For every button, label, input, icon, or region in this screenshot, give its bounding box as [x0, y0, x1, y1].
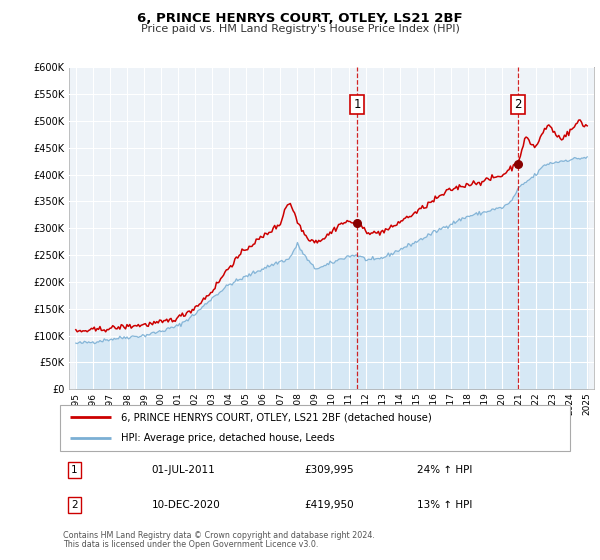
Text: 01-JUL-2011: 01-JUL-2011 [152, 465, 215, 475]
Text: HPI: Average price, detached house, Leeds: HPI: Average price, detached house, Leed… [121, 433, 335, 444]
Text: 1: 1 [71, 465, 77, 475]
FancyBboxPatch shape [60, 405, 570, 451]
Text: 10-DEC-2020: 10-DEC-2020 [152, 501, 221, 510]
Text: £309,995: £309,995 [305, 465, 355, 475]
Text: 2: 2 [514, 98, 522, 111]
Text: 24% ↑ HPI: 24% ↑ HPI [417, 465, 472, 475]
Text: This data is licensed under the Open Government Licence v3.0.: This data is licensed under the Open Gov… [63, 540, 319, 549]
Text: Contains HM Land Registry data © Crown copyright and database right 2024.: Contains HM Land Registry data © Crown c… [63, 531, 375, 540]
Text: 6, PRINCE HENRYS COURT, OTLEY, LS21 2BF (detached house): 6, PRINCE HENRYS COURT, OTLEY, LS21 2BF … [121, 412, 432, 422]
Text: £419,950: £419,950 [305, 501, 355, 510]
Text: 6, PRINCE HENRYS COURT, OTLEY, LS21 2BF: 6, PRINCE HENRYS COURT, OTLEY, LS21 2BF [137, 12, 463, 25]
Text: 2: 2 [71, 501, 77, 510]
Text: 1: 1 [353, 98, 361, 111]
Text: Price paid vs. HM Land Registry's House Price Index (HPI): Price paid vs. HM Land Registry's House … [140, 24, 460, 34]
Text: 13% ↑ HPI: 13% ↑ HPI [417, 501, 472, 510]
